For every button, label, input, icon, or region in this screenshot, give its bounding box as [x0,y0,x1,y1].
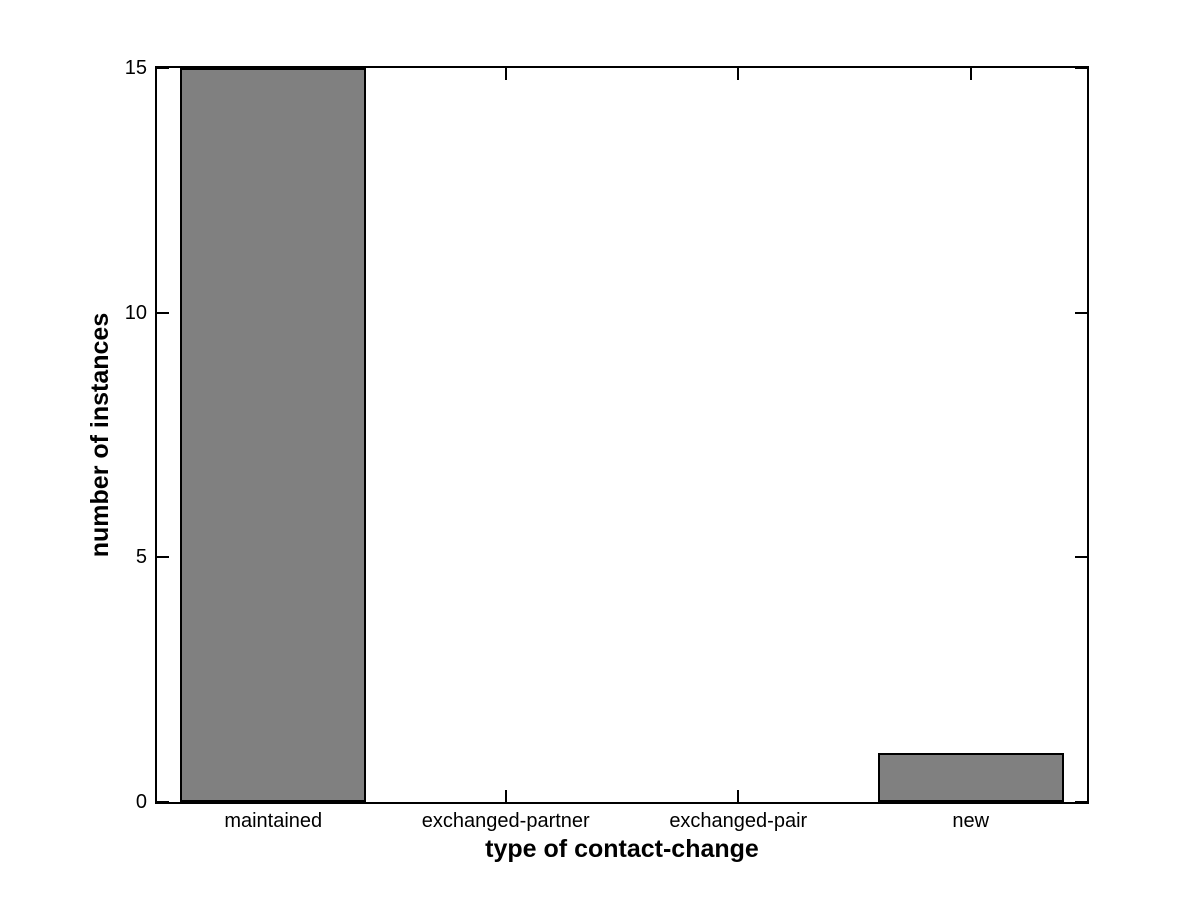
y-tick-label: 5 [135,546,147,569]
y-axis-tick-right [1075,311,1087,314]
y-axis-tick-right [1075,67,1087,69]
x-tick-label: maintained [224,810,323,832]
y-tick-label: 10 [124,301,147,324]
x-axis-title: type of contact-change [485,835,759,863]
x-axis-tick-bottom [737,790,740,802]
x-axis-tick-bottom [504,790,507,802]
y-axis-tick-left [157,801,169,803]
y-axis-tick-right [1075,556,1087,559]
x-tick-label: new [952,810,990,832]
y-axis-tick-left [157,556,169,559]
y-axis-title: number of instances [86,312,114,558]
y-axis-tick-left [157,67,169,69]
x-tick-label: exchanged-partner [421,810,590,832]
x-axis-tick-top [737,68,740,80]
bar-new [877,753,1064,802]
bar-maintained [180,68,367,802]
x-axis-tick-top [504,68,507,80]
y-axis-tick-left [157,311,169,314]
x-axis-tick-top [969,68,972,80]
y-tick-label: 15 [124,57,147,79]
y-axis-tick-right [1075,801,1087,803]
y-tick-label: 0 [135,791,147,813]
x-tick-label: exchanged-pair [669,810,808,832]
